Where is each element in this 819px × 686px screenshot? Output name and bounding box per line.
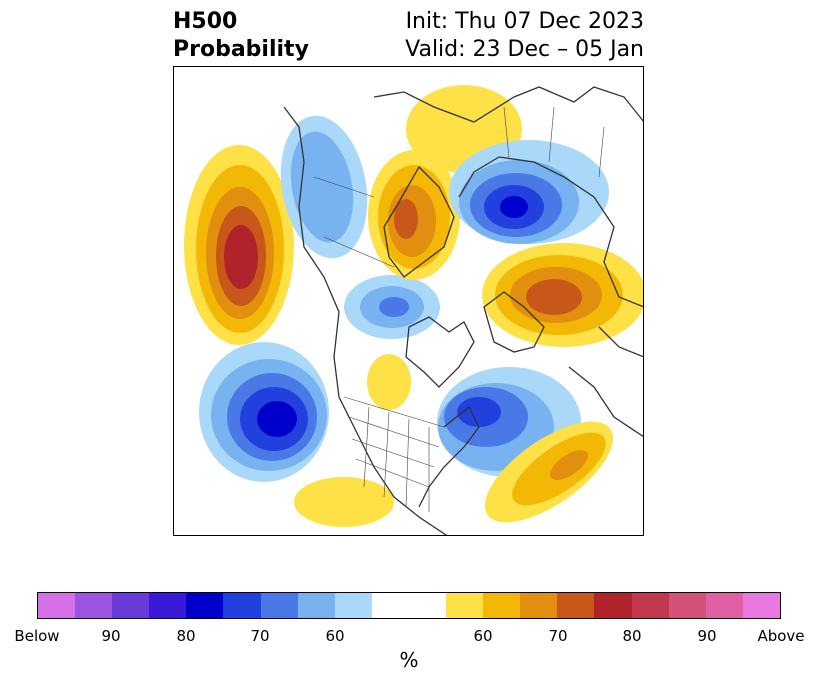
tick-label-above-60: 60	[473, 627, 493, 645]
colorbar-segment-15	[594, 593, 632, 618]
title-variable: H500	[173, 9, 238, 34]
colorbar-segment-18	[705, 593, 743, 618]
tick-label-below: Below	[14, 627, 60, 645]
colorbar-segment-10	[408, 593, 447, 618]
colorbar-segment-14	[557, 593, 595, 618]
tick-label-below-70: 70	[250, 627, 270, 645]
colorbar-segment-13	[520, 593, 558, 618]
tick-label-below-90: 90	[101, 627, 121, 645]
probability-map	[173, 66, 644, 536]
title-quantity: Probability	[173, 37, 309, 62]
colorbar-unit: %	[399, 648, 419, 672]
tick-label-above: Above	[757, 627, 805, 645]
colorbar-segment-7	[297, 593, 335, 618]
tick-label-below-80: 80	[176, 627, 196, 645]
anomaly-below-western-russia	[449, 140, 609, 244]
tick-label-below-60: 60	[325, 627, 345, 645]
anomaly-above-siberia	[482, 243, 643, 347]
colorbar	[37, 592, 781, 619]
colorbar-segment-11	[446, 593, 484, 618]
tick-label-above-70: 70	[548, 627, 568, 645]
colorbar-segment-3	[149, 593, 187, 618]
colorbar-segment-17	[668, 593, 706, 618]
colorbar-segment-4	[186, 593, 224, 618]
colorbar-segment-6	[260, 593, 298, 618]
tick-label-above-90: 90	[697, 627, 717, 645]
anomaly-below-north-pacific	[199, 342, 329, 482]
tick-label-above-80: 80	[622, 627, 642, 645]
forecast-dates: Init: Thu 07 Dec 2023 Valid: 23 Dec – 05…	[405, 8, 644, 64]
colorbar-segment-1	[75, 593, 113, 618]
state-borders	[313, 106, 605, 512]
colorbar-segment-2	[112, 593, 150, 618]
map-canvas	[184, 85, 643, 535]
valid-range: Valid: 23 Dec – 05 Jan	[405, 37, 644, 62]
colorbar-segment-5	[223, 593, 261, 618]
chart-title: H500 Probability	[173, 8, 309, 64]
anomaly-above-gulf-of-alaska	[184, 145, 294, 345]
anomaly-above-southwest-us	[294, 354, 411, 527]
colorbar-tick-labels: Below 90 80 70 60 60 70 80 90 Above	[0, 627, 819, 647]
init-date: Init: Thu 07 Dec 2023	[405, 9, 644, 34]
colorbar-segment-0	[38, 593, 76, 618]
colorbar-segment-9	[371, 593, 409, 618]
coastlines	[283, 86, 643, 535]
colorbar-segment-12	[483, 593, 521, 618]
colorbar-segment-16	[631, 593, 669, 618]
colorbar-segment-8	[334, 593, 372, 618]
anomaly-above-subtropical-atlantic	[484, 421, 614, 523]
colorbar-segment-19	[742, 593, 780, 618]
